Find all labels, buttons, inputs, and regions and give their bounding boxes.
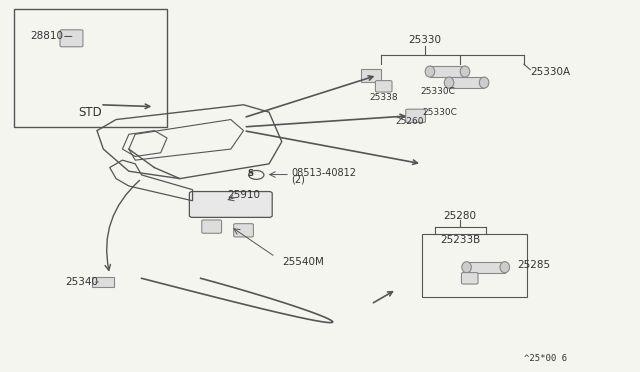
Text: (2): (2) bbox=[291, 174, 305, 185]
Text: 25233B: 25233B bbox=[440, 234, 480, 244]
Text: 25280: 25280 bbox=[444, 211, 477, 221]
Bar bbox=[362, 69, 381, 82]
Text: 25338: 25338 bbox=[369, 93, 398, 102]
Text: 28810: 28810 bbox=[30, 32, 63, 41]
Bar bbox=[430, 66, 465, 77]
Text: 25285: 25285 bbox=[518, 260, 550, 270]
FancyBboxPatch shape bbox=[406, 109, 426, 122]
Text: ^25*00 6: ^25*00 6 bbox=[524, 354, 567, 363]
Ellipse shape bbox=[460, 66, 470, 77]
FancyBboxPatch shape bbox=[189, 192, 272, 217]
Bar bbox=[14, 9, 167, 127]
Bar bbox=[467, 262, 505, 273]
Bar bbox=[92, 277, 115, 287]
Ellipse shape bbox=[462, 262, 471, 273]
Ellipse shape bbox=[444, 77, 454, 88]
Bar bbox=[422, 234, 527, 297]
Text: 25330C: 25330C bbox=[422, 108, 457, 117]
Text: 25540M: 25540M bbox=[282, 257, 324, 267]
Text: 25260: 25260 bbox=[395, 117, 424, 126]
Ellipse shape bbox=[425, 66, 435, 77]
Text: S: S bbox=[247, 169, 253, 177]
Text: 25910: 25910 bbox=[227, 190, 260, 200]
Text: STD: STD bbox=[79, 106, 102, 119]
Text: 25330C: 25330C bbox=[420, 87, 455, 96]
FancyBboxPatch shape bbox=[461, 273, 478, 284]
FancyBboxPatch shape bbox=[376, 81, 392, 92]
FancyBboxPatch shape bbox=[202, 220, 221, 233]
FancyBboxPatch shape bbox=[60, 30, 83, 47]
Text: 25340: 25340 bbox=[65, 277, 98, 287]
Ellipse shape bbox=[479, 77, 489, 88]
Bar bbox=[449, 77, 484, 88]
Text: 25330A: 25330A bbox=[531, 67, 570, 77]
Text: 08513-40812: 08513-40812 bbox=[291, 168, 356, 178]
FancyBboxPatch shape bbox=[234, 224, 253, 237]
Ellipse shape bbox=[500, 262, 509, 273]
Text: 25330: 25330 bbox=[409, 35, 442, 45]
